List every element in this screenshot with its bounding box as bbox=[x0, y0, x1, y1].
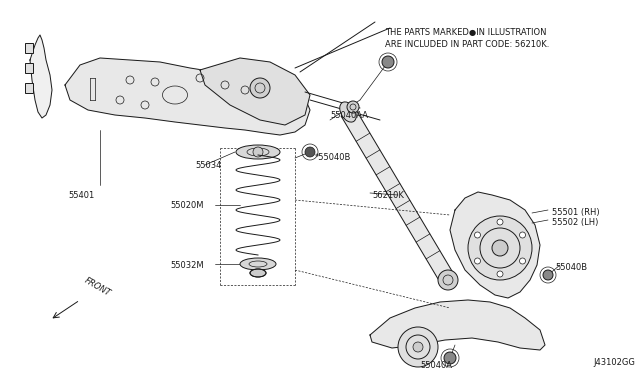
Circle shape bbox=[492, 240, 508, 256]
Circle shape bbox=[250, 78, 270, 98]
Ellipse shape bbox=[236, 145, 280, 159]
Text: 55032M: 55032M bbox=[170, 262, 204, 270]
Circle shape bbox=[253, 147, 263, 157]
Circle shape bbox=[382, 56, 394, 68]
Text: 55040B: 55040B bbox=[555, 263, 587, 272]
Circle shape bbox=[497, 219, 503, 225]
Circle shape bbox=[444, 352, 456, 364]
Text: FRONT: FRONT bbox=[83, 276, 113, 298]
Text: 55034: 55034 bbox=[195, 160, 221, 170]
Circle shape bbox=[497, 271, 503, 277]
Polygon shape bbox=[65, 58, 310, 135]
Polygon shape bbox=[200, 58, 310, 125]
Text: 55040AA: 55040AA bbox=[330, 110, 368, 119]
Polygon shape bbox=[30, 35, 52, 118]
Ellipse shape bbox=[240, 258, 276, 270]
FancyBboxPatch shape bbox=[25, 83, 33, 93]
Circle shape bbox=[520, 258, 525, 264]
Circle shape bbox=[413, 342, 423, 352]
Polygon shape bbox=[370, 300, 545, 350]
Text: *55040B: *55040B bbox=[315, 154, 351, 163]
Text: 55401: 55401 bbox=[68, 190, 94, 199]
Ellipse shape bbox=[340, 102, 356, 122]
Circle shape bbox=[474, 232, 481, 238]
Ellipse shape bbox=[250, 269, 266, 277]
Circle shape bbox=[347, 101, 359, 113]
FancyBboxPatch shape bbox=[25, 63, 33, 73]
Circle shape bbox=[438, 270, 458, 290]
Polygon shape bbox=[341, 108, 455, 284]
FancyBboxPatch shape bbox=[25, 43, 33, 53]
Text: J43102GG: J43102GG bbox=[593, 358, 635, 367]
Text: 55020M: 55020M bbox=[170, 202, 204, 211]
Polygon shape bbox=[450, 192, 540, 298]
Circle shape bbox=[398, 327, 438, 367]
Circle shape bbox=[468, 216, 532, 280]
Circle shape bbox=[474, 258, 481, 264]
Circle shape bbox=[305, 147, 315, 157]
Text: ARE INCLUDED IN PART CODE: 56210K.: ARE INCLUDED IN PART CODE: 56210K. bbox=[385, 40, 549, 49]
Circle shape bbox=[543, 270, 553, 280]
Text: 56210K: 56210K bbox=[372, 192, 404, 201]
Text: 55502 (LH): 55502 (LH) bbox=[552, 218, 598, 227]
Text: THE PARTS MARKED●IN ILLUSTRATION: THE PARTS MARKED●IN ILLUSTRATION bbox=[385, 28, 547, 37]
Text: 55040A: 55040A bbox=[420, 360, 452, 369]
Text: 55501 (RH): 55501 (RH) bbox=[552, 208, 600, 217]
Circle shape bbox=[520, 232, 525, 238]
